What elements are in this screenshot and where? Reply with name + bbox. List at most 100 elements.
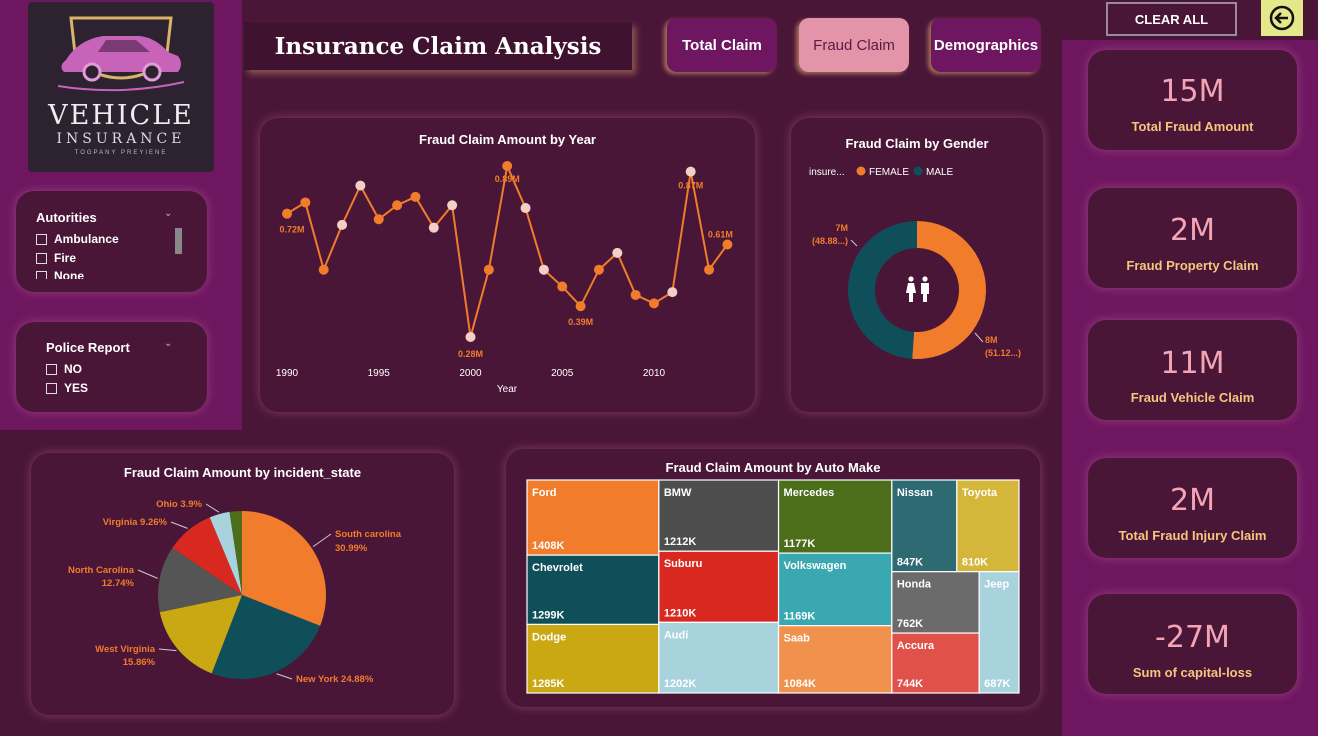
line-chart-title: Fraud Claim Amount by Year xyxy=(419,132,596,147)
fraud-by-year-card: Fraud Claim Amount by Year 0.72M 0.28M 0.8… xyxy=(260,118,755,412)
data-point xyxy=(355,180,366,191)
fraud-by-gender-card: Fraud Claim by Gender insure... FEMALE MAL… xyxy=(791,118,1043,412)
fraud-by-make-card: Fraud Claim Amount by Auto Make Ford 1408… xyxy=(506,449,1040,707)
pie-slice xyxy=(229,511,242,595)
data-point xyxy=(337,219,348,230)
donut-slice xyxy=(912,221,986,359)
police-report-option-yes[interactable]: YES xyxy=(46,381,88,395)
data-label: 0.89M xyxy=(495,174,520,184)
total-claim-button[interactable]: Total Claim xyxy=(667,18,777,72)
data-point xyxy=(392,200,403,211)
tile-value: 1212K xyxy=(664,536,696,548)
donut-chart-title: Fraud Claim by Gender xyxy=(845,136,989,151)
checkbox[interactable] xyxy=(36,233,47,245)
checkbox[interactable] xyxy=(36,270,47,279)
data-label: (48.88...) xyxy=(812,236,848,246)
tile-label: Nissan xyxy=(897,487,933,499)
data-point xyxy=(465,332,476,342)
authorities-option-fire[interactable]: Fire xyxy=(36,251,76,265)
data-point xyxy=(538,264,549,275)
tile-value: 762K xyxy=(897,618,923,630)
tile-value: 847K xyxy=(897,557,923,569)
leader-line xyxy=(205,503,220,513)
tile-label: BMW xyxy=(664,487,692,499)
treemap-tile xyxy=(891,571,980,634)
kpi-value: -27M xyxy=(1155,620,1230,655)
kpi-value: 2M xyxy=(1170,483,1215,518)
data-point xyxy=(593,264,604,275)
checkbox[interactable] xyxy=(36,252,47,264)
kpi-label: Fraud Vehicle Claim xyxy=(1130,390,1255,405)
kpi-total-fraud-amount: 15M Total Fraud Amount xyxy=(1088,50,1297,150)
data-point xyxy=(649,298,659,309)
data-point xyxy=(667,287,678,298)
checkbox[interactable] xyxy=(46,382,57,394)
slice-label: New York 24.88% xyxy=(296,674,374,685)
data-point xyxy=(300,197,311,208)
tile-value: 687K xyxy=(984,678,1010,690)
donut-slice xyxy=(847,221,917,359)
slice-label: West Virginia xyxy=(95,644,156,655)
chevron-down-icon[interactable]: ⌄ xyxy=(164,208,173,219)
logo-text-vehicle: VEHICLE xyxy=(48,100,194,131)
data-point xyxy=(447,200,458,211)
tile-value: 1169K xyxy=(784,611,816,623)
treemap-tile xyxy=(777,625,893,694)
tile-value: 1084K xyxy=(784,678,816,690)
x-tick-label: 2010 xyxy=(643,368,666,379)
pie-slice xyxy=(159,595,242,674)
back-button[interactable] xyxy=(1261,0,1303,36)
slicer-scrollbar[interactable] xyxy=(175,228,182,254)
treemap-chart: Ford 1408K Chevrolet 1299K Dodge 1285K BMW 1212… xyxy=(526,479,1020,694)
treemap-tile xyxy=(777,552,893,627)
tile-value: 744K xyxy=(897,678,923,690)
authorities-slicer: Autorities ⌄ Ambulance Fire None xyxy=(16,191,207,292)
tile-label: Volkswagen xyxy=(784,560,847,572)
data-point xyxy=(520,203,531,214)
people-icon xyxy=(906,276,929,302)
tile-label: Saab xyxy=(784,633,811,645)
kpi-label: Fraud Property Claim xyxy=(1126,258,1259,273)
x-tick-label: 2005 xyxy=(551,368,574,379)
kpi-fraud-property-claim: 2M Fraud Property Claim xyxy=(1088,188,1297,288)
treemap-tile xyxy=(777,479,893,554)
pie-slice xyxy=(209,511,242,595)
kpi-fraud-vehicle-claim: 11M Fraud Vehicle Claim xyxy=(1088,320,1297,420)
tile-value: 1285K xyxy=(532,678,564,690)
tile-label: Dodge xyxy=(532,631,566,643)
tile-label: Ford xyxy=(532,487,556,499)
data-point xyxy=(575,301,586,312)
x-tick-label: 1995 xyxy=(368,368,391,379)
kpi-total-fraud-injury-claim: 2M Total Fraud Injury Claim xyxy=(1088,458,1297,558)
data-point xyxy=(282,208,292,219)
authorities-option-none[interactable]: None xyxy=(36,269,84,279)
fraud-by-state-card: Fraud Claim Amount by incident_state Sou… xyxy=(31,453,454,715)
pie-chart-title: Fraud Claim Amount by incident_state xyxy=(123,465,362,480)
clear-all-button[interactable]: CLEAR ALL xyxy=(1106,2,1237,36)
slice-label: Ohio 3.9% xyxy=(156,499,202,510)
legend-title: insure... xyxy=(809,167,845,178)
tile-label: Audi xyxy=(664,629,688,641)
tile-value: 1299K xyxy=(532,609,564,621)
logo-text-insurance: INSURANCE xyxy=(56,131,186,147)
data-label: 8M xyxy=(985,335,998,345)
leader-line xyxy=(974,332,984,343)
tile-label: Toyota xyxy=(962,487,998,499)
chevron-down-icon[interactable]: ⌄ xyxy=(164,338,173,349)
leader-line xyxy=(170,521,188,529)
fraud-claim-button[interactable]: Fraud Claim xyxy=(799,18,909,72)
tile-value: 810K xyxy=(962,557,988,569)
tile-label: Accura xyxy=(897,640,935,652)
police-report-option-no[interactable]: NO xyxy=(46,362,82,376)
authorities-option-ambulance[interactable]: Ambulance xyxy=(36,232,119,246)
police-report-slicer: Police Report ⌄ NO YES xyxy=(16,322,207,412)
tile-label: Suburu xyxy=(664,558,703,570)
demographics-button[interactable]: Demographics xyxy=(931,18,1041,72)
car-shield-icon xyxy=(57,16,185,92)
checkbox[interactable] xyxy=(46,363,57,375)
leader-line xyxy=(850,239,858,247)
page-title-box: Insurance Claim Analysis xyxy=(244,22,632,70)
data-label: 0.28M xyxy=(458,349,483,359)
kpi-sum-capital-loss: -27M Sum of capital-loss xyxy=(1088,594,1297,694)
slice-label: 12.74% xyxy=(102,578,135,589)
